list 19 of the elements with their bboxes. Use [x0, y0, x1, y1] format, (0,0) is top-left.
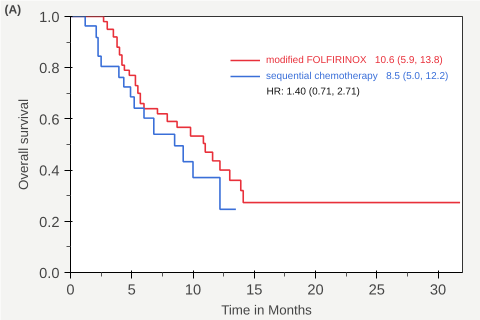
x-tick-label: 25 [368, 282, 385, 298]
chart-title: (A) [4, 2, 22, 16]
y-tick-label: 0.4 [39, 164, 60, 180]
x-tick-label: 0 [66, 282, 75, 298]
y-axis-title: Overall survival [16, 98, 32, 190]
x-tick-label: 5 [128, 282, 136, 298]
legend-label: sequential chemotherapy 8.5 (5.0, 12.2) [266, 70, 448, 83]
y-tick-label: 0.2 [39, 214, 60, 231]
x-axis-title: Time in Months [221, 302, 312, 318]
x-tick-label: 20 [307, 282, 324, 298]
x-tick-label: 30 [430, 282, 446, 298]
x-tick-label: 15 [246, 282, 262, 298]
y-tick-label: 0.6 [39, 112, 60, 128]
y-tick-label: 0.0 [39, 266, 60, 282]
y-tick-label: 0.8 [39, 61, 60, 78]
annotation: HR: 1.40 (0.71, 2.71) [266, 86, 360, 98]
legend-label: modified FOLFIRINOX 10.6 (5.9, 13.8) [266, 54, 443, 67]
x-tick-label: 10 [184, 282, 202, 298]
y-tick-label: 1.0 [39, 10, 60, 26]
